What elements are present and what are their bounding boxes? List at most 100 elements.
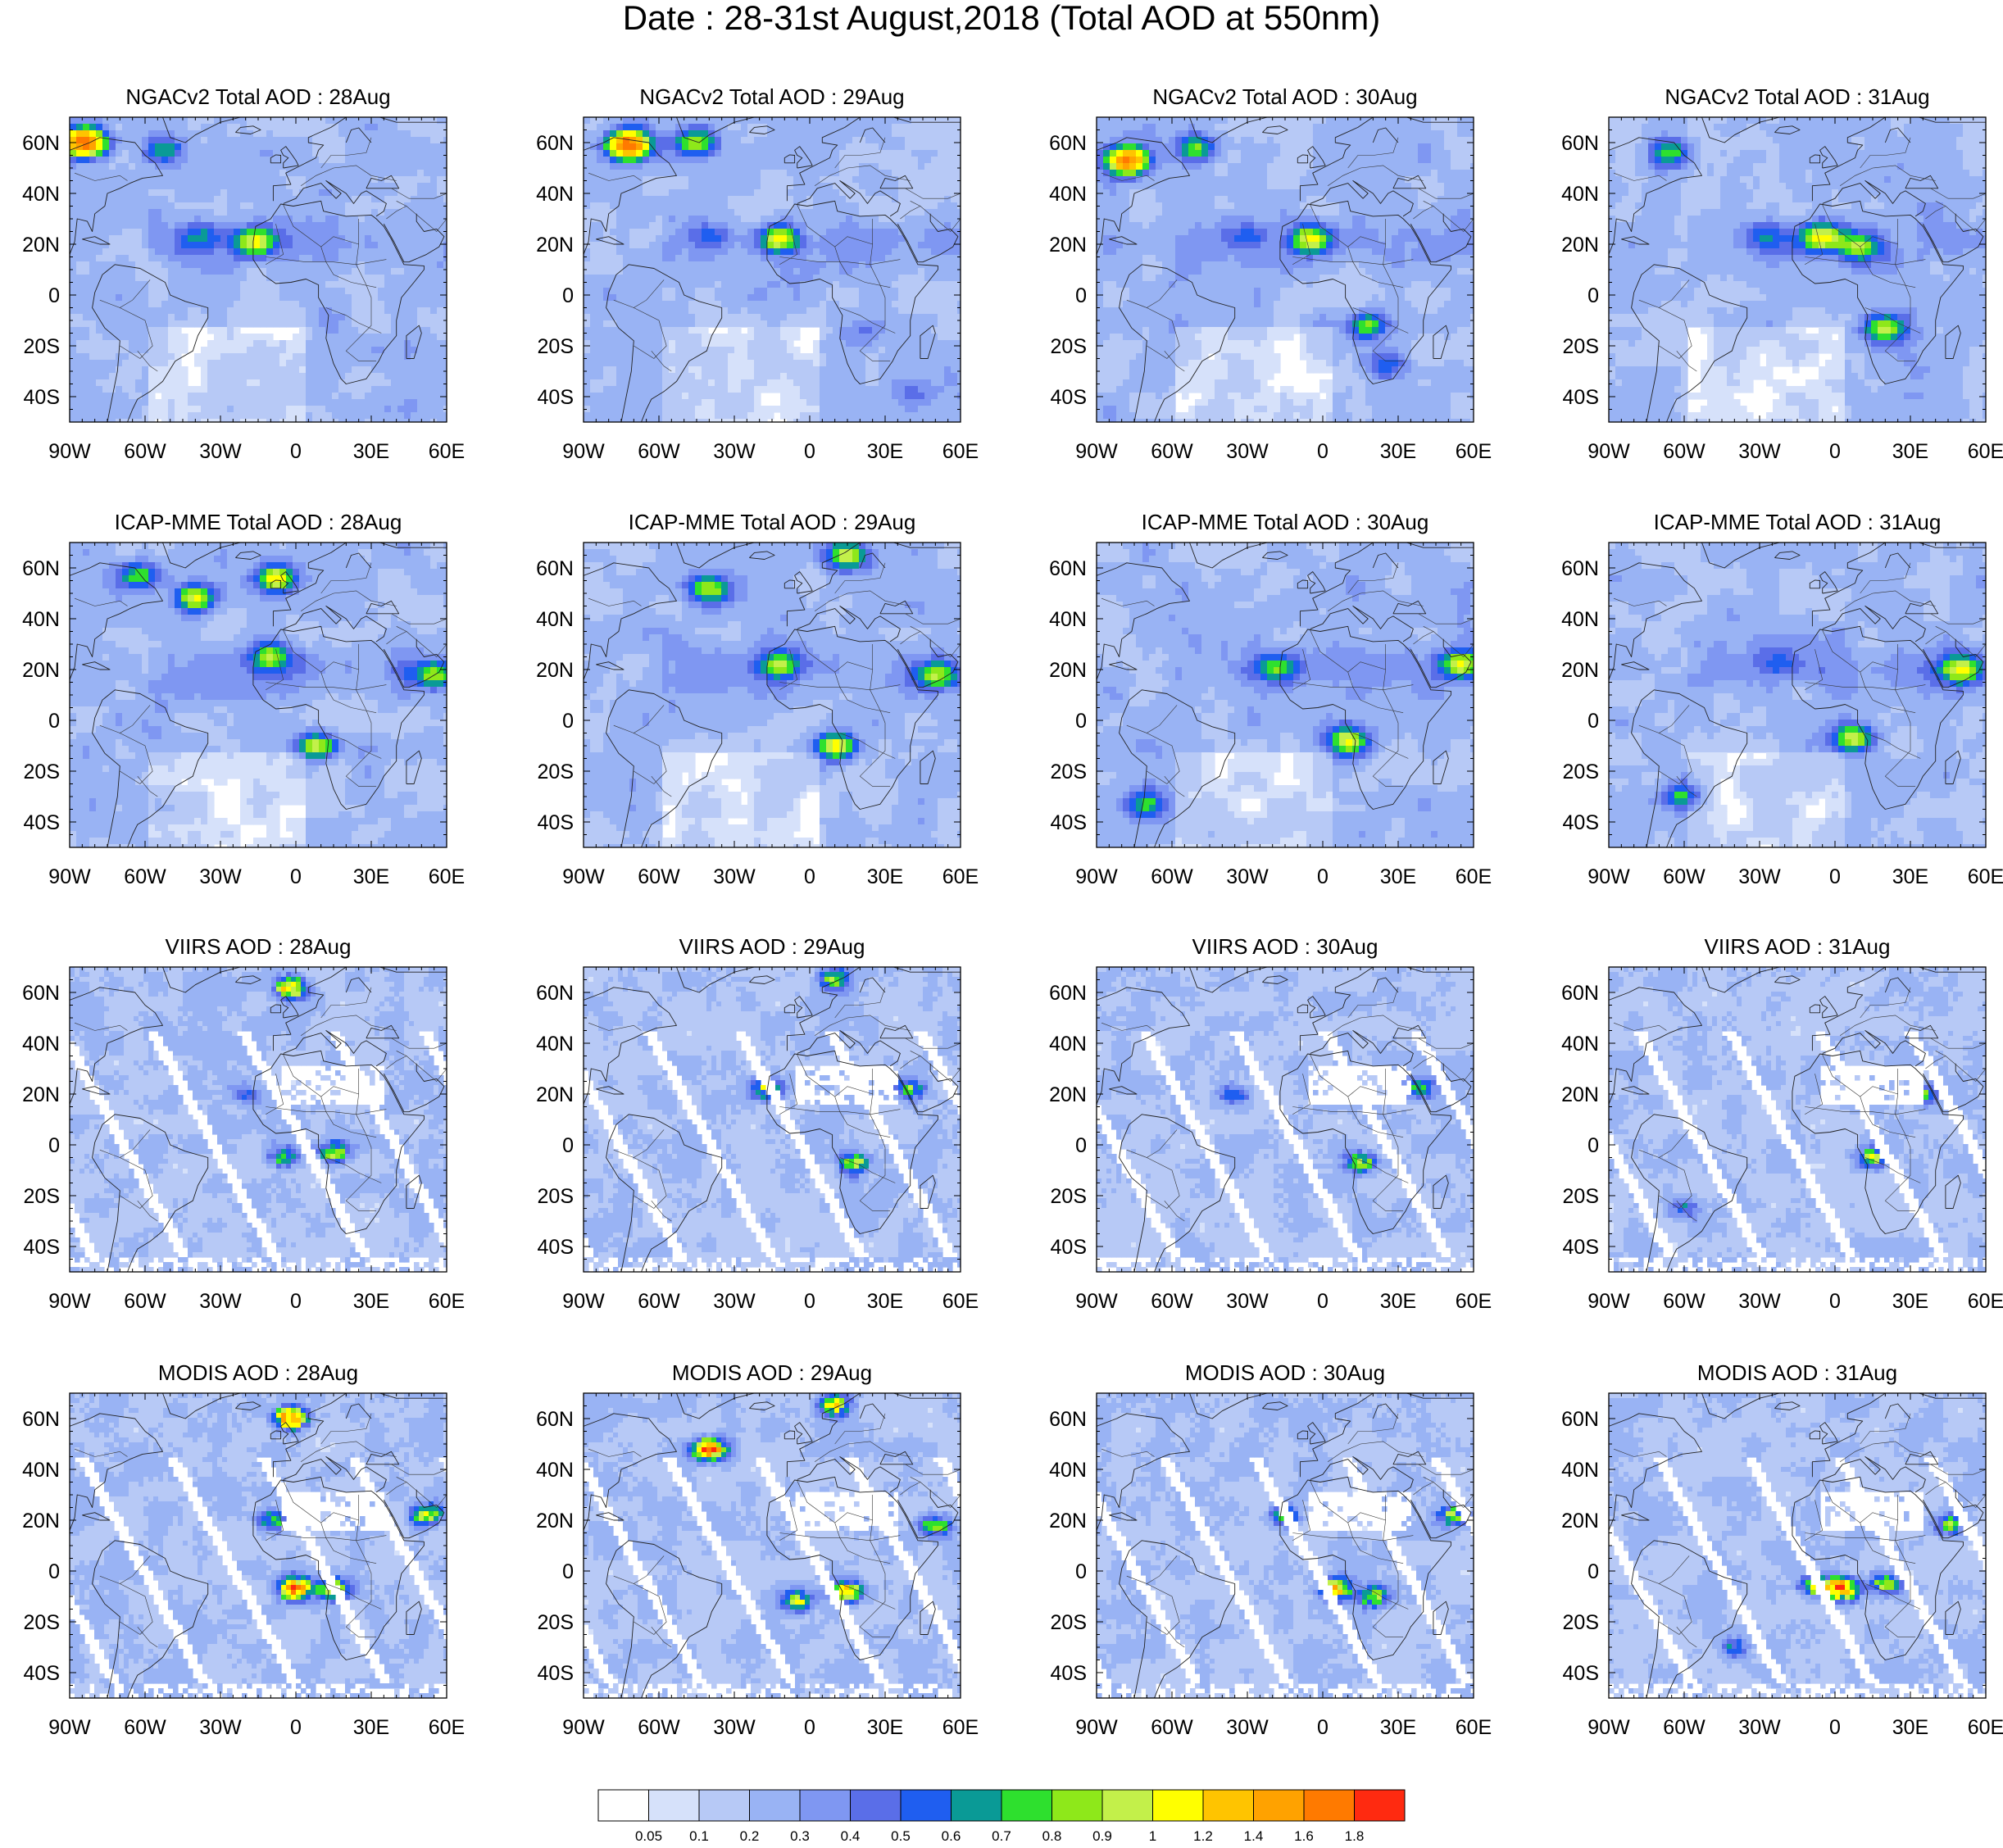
x-tick-label: 60W <box>124 440 166 463</box>
y-tick-label: 60N <box>1049 1408 1087 1431</box>
y-tick-label: 40N <box>536 1033 574 1056</box>
x-tick-label: 60W <box>1151 865 1193 888</box>
x-tick-label: 90W <box>562 1716 605 1739</box>
coastlines <box>1609 967 1986 1272</box>
country-borders <box>588 1413 961 1648</box>
country-borders <box>1613 1413 1986 1648</box>
y-tick-label: 20N <box>22 1083 60 1106</box>
country-borders <box>588 137 961 372</box>
y-tick-label: 20S <box>538 1611 574 1634</box>
aod-field <box>584 543 961 847</box>
x-tick-label: 0 <box>290 440 302 463</box>
x-tick-label: 60W <box>124 865 166 888</box>
x-tick-label: 90W <box>1587 440 1630 463</box>
aod-field <box>1097 543 1474 847</box>
x-tick-label: 60E <box>1968 1290 2003 1313</box>
x-tick-label: 0 <box>1829 1716 1841 1739</box>
y-tick-label: 60N <box>536 1408 574 1431</box>
y-tick-label: 20S <box>1563 1611 1599 1634</box>
y-tick-label: 40N <box>22 1033 60 1056</box>
panel-title: MODIS AOD : 29Aug <box>672 1360 872 1385</box>
x-tick-label: 30W <box>199 440 242 463</box>
y-tick-label: 20S <box>538 761 574 783</box>
y-tick-label: 40N <box>1049 608 1087 631</box>
aod-field <box>584 1393 961 1698</box>
coastlines <box>1609 1393 1986 1698</box>
y-tick-label: 60N <box>1049 982 1087 1005</box>
x-tick-label: 90W <box>48 1290 91 1313</box>
y-tick-label: 40S <box>538 811 574 834</box>
y-tick-label: 40S <box>24 1236 60 1259</box>
x-tick-label: 60E <box>429 1716 465 1739</box>
aod-field <box>70 543 447 847</box>
map-panel-3-1: 90W 60W 30W 0 30E 60E 60N 40N 20N 0 20S 40S MODIS AO… <box>536 1360 979 1739</box>
x-tick-label: 30W <box>713 440 756 463</box>
y-tick-label: 20S <box>1051 1611 1087 1634</box>
country-borders <box>588 987 961 1222</box>
tick-marks <box>1608 966 1987 1273</box>
y-tick-label: 0 <box>562 284 574 307</box>
y-tick-label: 20N <box>22 234 60 257</box>
y-tick-label: 40S <box>24 811 60 834</box>
y-tick-label: 20N <box>1049 234 1087 257</box>
x-tick-label: 60W <box>638 440 680 463</box>
x-tick-label: 30W <box>1738 1290 1781 1313</box>
y-tick-label: 40S <box>1051 1662 1087 1685</box>
x-tick-label: 90W <box>1587 865 1630 888</box>
x-tick-label: 60E <box>942 440 979 463</box>
aod-field <box>1097 1393 1474 1698</box>
y-tick-label: 20S <box>1051 335 1087 358</box>
panel-title: MODIS AOD : 30Aug <box>1185 1360 1385 1385</box>
y-tick-label: 20N <box>22 659 60 682</box>
coastlines <box>584 967 961 1272</box>
country-borders <box>588 562 961 797</box>
country-borders <box>74 562 447 797</box>
x-tick-label: 90W <box>48 865 91 888</box>
tick-marks <box>1096 116 1474 423</box>
coastlines <box>1097 967 1474 1272</box>
x-tick-label: 90W <box>1587 1716 1630 1739</box>
country-borders <box>1613 987 1986 1222</box>
map-panel-1-3: 90W 60W 30W 0 30E 60E 60N 40N 20N 0 20S 40S ICAP-MME… <box>1561 510 2003 888</box>
x-tick-label: 0 <box>1829 865 1841 888</box>
y-tick-label: 40N <box>1561 608 1599 631</box>
tick-marks <box>1096 542 1474 848</box>
y-tick-label: 60N <box>536 982 574 1005</box>
y-tick-label: 20N <box>1049 1510 1087 1532</box>
country-borders <box>1101 562 1474 797</box>
x-tick-label: 30W <box>1226 1716 1269 1739</box>
y-tick-label: 20S <box>24 335 60 358</box>
x-tick-label: 60E <box>1456 865 1492 888</box>
panel-title: ICAP-MME Total AOD : 30Aug <box>1142 510 1429 534</box>
x-tick-label: 30W <box>713 1290 756 1313</box>
x-tick-label: 0 <box>1317 865 1329 888</box>
tick-marks <box>69 966 447 1273</box>
y-tick-label: 0 <box>562 1560 574 1583</box>
x-tick-label: 60E <box>942 1290 979 1313</box>
x-tick-label: 60W <box>638 865 680 888</box>
y-tick-label: 20N <box>536 234 574 257</box>
x-tick-label: 30E <box>1892 865 1928 888</box>
panel-title: VIIRS AOD : 28Aug <box>166 934 352 959</box>
x-tick-label: 90W <box>562 1290 605 1313</box>
y-tick-label: 20S <box>24 1611 60 1634</box>
aod-field <box>1609 117 1986 422</box>
x-tick-label: 0 <box>1317 440 1329 463</box>
coastlines <box>584 117 961 422</box>
y-tick-label: 20S <box>24 1185 60 1208</box>
y-tick-label: 20N <box>1561 1510 1599 1532</box>
x-tick-label: 0 <box>1829 1290 1841 1313</box>
x-tick-label: 60W <box>1663 1716 1706 1739</box>
y-tick-label: 0 <box>1075 1560 1087 1583</box>
x-tick-label: 60E <box>429 865 465 888</box>
x-tick-label: 90W <box>1075 440 1118 463</box>
x-tick-label: 30W <box>1738 1716 1781 1739</box>
x-tick-label: 0 <box>290 1290 302 1313</box>
panel-title: NGACv2 Total AOD : 30Aug <box>1152 84 1417 109</box>
x-tick-label: 30W <box>1226 1290 1269 1313</box>
x-tick-label: 30E <box>867 1716 903 1739</box>
x-tick-label: 60E <box>942 865 979 888</box>
aod-field <box>584 117 961 422</box>
y-tick-label: 0 <box>48 1134 60 1157</box>
x-tick-label: 90W <box>562 440 605 463</box>
